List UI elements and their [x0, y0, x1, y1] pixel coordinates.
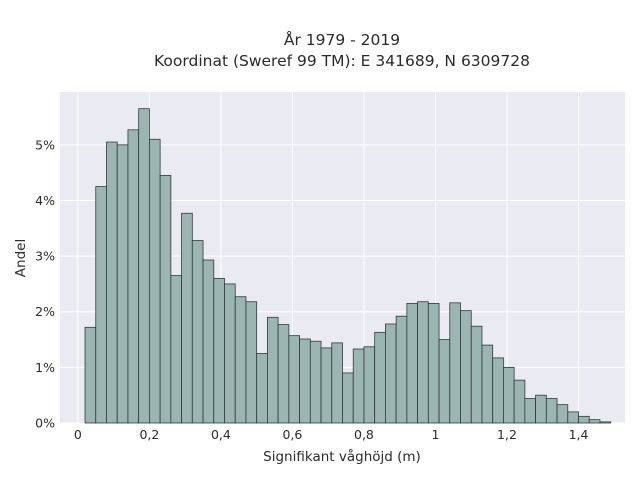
histogram-bar [288, 335, 300, 424]
histogram-bar [395, 315, 408, 424]
histogram-bar [438, 339, 451, 424]
x-tick-label: 0,2 [139, 427, 159, 442]
histogram-bar [213, 277, 225, 424]
histogram-bar [599, 421, 612, 424]
histogram-bar [578, 415, 590, 424]
y-tick-labels: 0% 1% 2% 3% 4% 5% [35, 137, 55, 430]
histogram-bar [535, 394, 547, 424]
histogram-bar [148, 138, 161, 424]
histogram-bar [545, 398, 558, 424]
histogram-bar [460, 310, 472, 424]
histogram-bar [138, 108, 150, 424]
histogram-bar [427, 302, 440, 424]
histogram-bar [84, 326, 97, 424]
histogram-bar [567, 411, 579, 424]
x-tick-label: 1,2 [497, 427, 517, 442]
y-tick-label: 0% [35, 416, 55, 431]
x-tick-label: 0,6 [282, 427, 302, 442]
histogram-bar [277, 324, 290, 424]
histogram-bar [309, 340, 322, 424]
histogram-bar [481, 344, 494, 424]
histogram-bar [320, 347, 333, 424]
x-tick-label: 0 [74, 427, 82, 442]
x-tick-label: 1 [431, 427, 439, 442]
histogram-bar [170, 275, 182, 424]
histogram-bar [374, 331, 386, 424]
histogram-bar [116, 144, 129, 424]
y-tick-label: 3% [35, 249, 55, 264]
histogram-bar [224, 283, 236, 424]
histogram-bar [191, 240, 204, 424]
histogram-bar [556, 404, 569, 424]
histogram-bar [234, 296, 247, 424]
histogram-bar [503, 366, 515, 424]
histogram-bar [588, 419, 601, 424]
histogram-bar [513, 379, 526, 424]
histogram-bar [363, 346, 376, 424]
chart-subtitle: Koordinat (Sweref 99 TM): E 341689, N 63… [154, 52, 530, 70]
x-axis-label: Signifikant våghöjd (m) [263, 448, 421, 465]
histogram-bar [106, 141, 118, 424]
histogram-bar [267, 316, 279, 424]
histogram-bar [524, 398, 537, 424]
histogram-bar [417, 301, 429, 424]
histogram-bar [299, 338, 311, 424]
y-tick-label: 2% [35, 304, 55, 319]
bars [84, 108, 612, 424]
y-tick-label: 5% [35, 137, 55, 152]
histogram-bar [492, 357, 504, 424]
histogram-bar [127, 129, 140, 424]
x-tick-label: 0,8 [354, 427, 374, 442]
x-tick-label: 0,4 [211, 427, 231, 442]
histogram-bar [202, 259, 215, 424]
chart-title: År 1979 - 2019 [284, 30, 400, 49]
histogram-bar [342, 372, 354, 424]
histogram-bar [406, 302, 418, 424]
histogram-bar [159, 175, 172, 424]
histogram-bar [470, 325, 483, 424]
y-axis-label: Andel [13, 239, 29, 277]
histogram-bar [352, 348, 365, 424]
histogram-bar [95, 186, 107, 424]
y-tick-label: 1% [35, 360, 55, 375]
histogram-bar [181, 212, 193, 424]
x-tick-labels: 0 0,2 0,4 0,6 0,8 1 1,2 1,4 [74, 427, 589, 442]
histogram-bar [385, 323, 397, 424]
x-tick-label: 1,4 [569, 427, 589, 442]
y-tick-label: 4% [35, 193, 55, 208]
histogram-bar [449, 302, 461, 424]
histogram-bar [331, 342, 343, 424]
histogram-bar [245, 301, 258, 424]
histogram-bar [256, 353, 268, 424]
